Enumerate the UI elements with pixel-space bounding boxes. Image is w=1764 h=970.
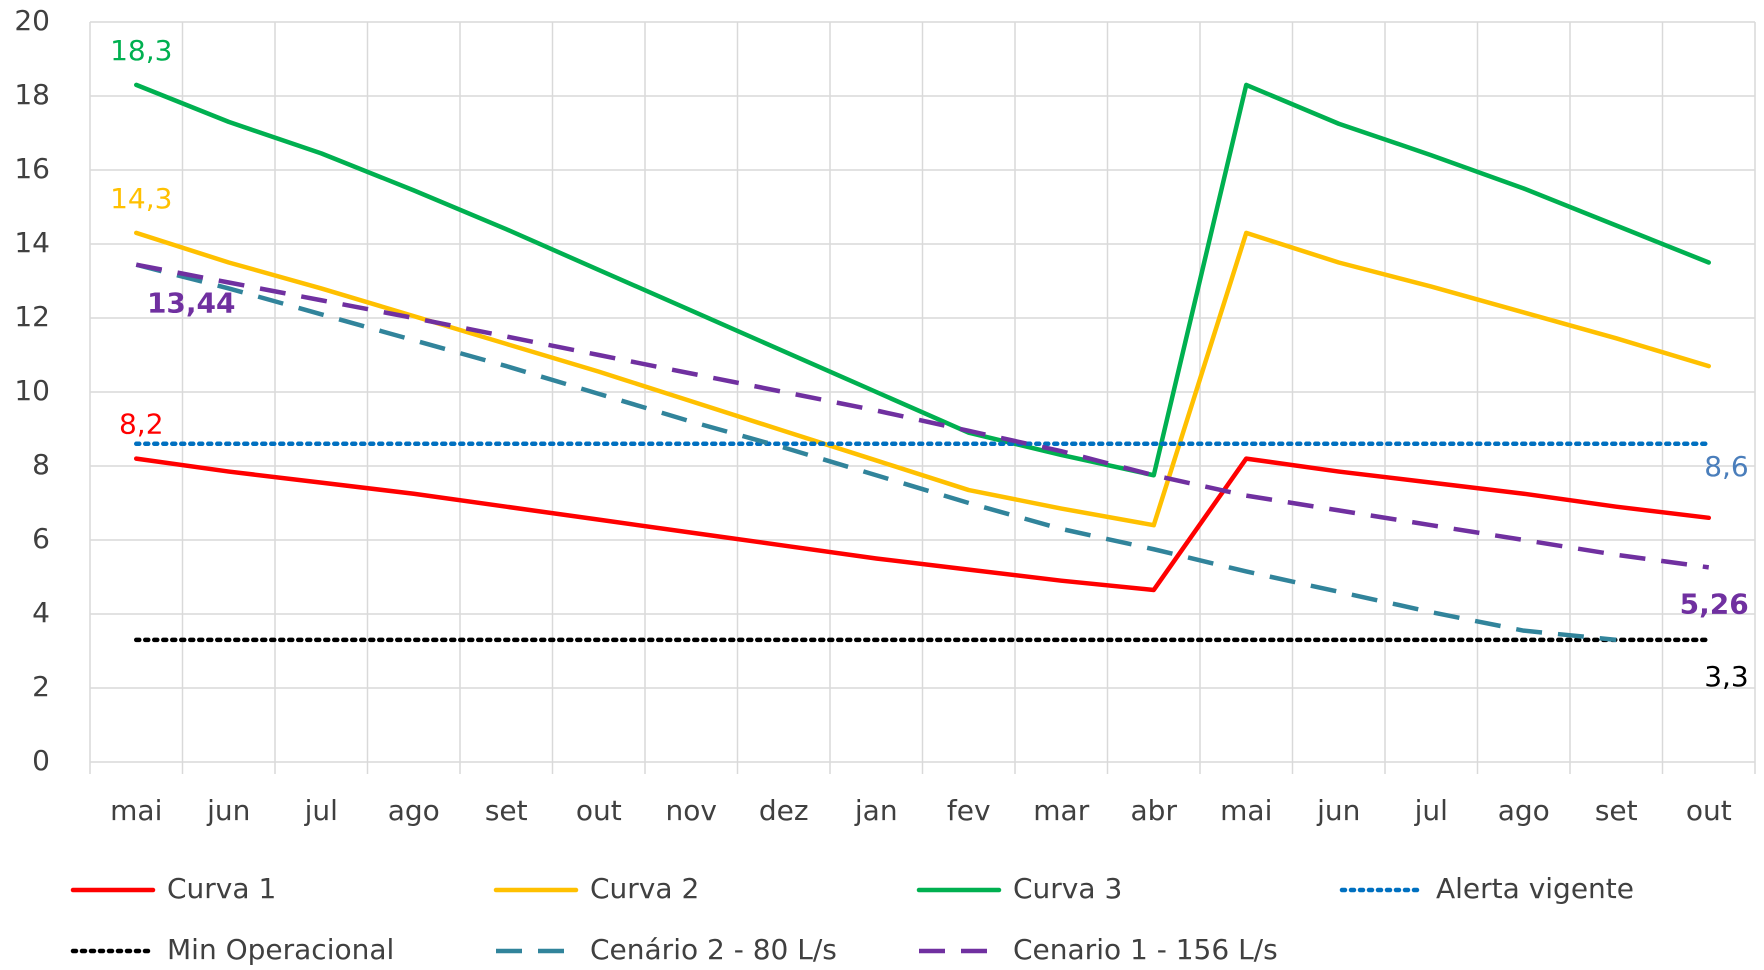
legend-label: Curva 3 (1013, 872, 1122, 905)
x-tick-label: nov (666, 794, 717, 827)
data-label: 3,3 (1704, 660, 1749, 693)
legend-label: Curva 1 (167, 872, 276, 905)
legend-label: Cenario 1 - 156 L/s (1013, 933, 1278, 966)
x-tick-label: out (1686, 794, 1732, 827)
y-tick-label: 20 (14, 4, 50, 37)
data-label: 8,6 (1704, 450, 1749, 483)
data-label: 13,44 (147, 287, 236, 320)
series-line (134, 230, 1711, 528)
x-tick-label: ago (1498, 794, 1550, 827)
x-tick-label: abr (1131, 794, 1178, 827)
x-tick-label: jul (1414, 794, 1448, 827)
x-tick-label: set (1595, 794, 1638, 827)
x-tick-label: jan (854, 794, 898, 827)
y-tick-label: 16 (14, 152, 50, 185)
x-tick-label: jul (304, 794, 338, 827)
series-line (134, 456, 1711, 593)
x-tick-label: mai (1220, 794, 1272, 827)
x-tick-label: dez (759, 794, 809, 827)
legend-label: Min Operacional (167, 933, 394, 966)
data-label: 18,3 (110, 34, 172, 67)
x-tick-label: jun (206, 794, 250, 827)
x-tick-label: set (485, 794, 528, 827)
legend-label: Curva 2 (590, 872, 699, 905)
series-line (134, 82, 1711, 478)
data-label: 8,2 (119, 408, 164, 441)
legend-label: Alerta vigente (1436, 872, 1634, 905)
y-tick-label: 6 (32, 522, 50, 555)
x-tick-label: mar (1033, 794, 1089, 827)
x-tick-label: out (576, 794, 622, 827)
x-tick-label: fev (947, 794, 991, 827)
series-line (135, 262, 1710, 570)
y-tick-label: 14 (14, 226, 50, 259)
y-tick-label: 4 (32, 596, 50, 629)
data-label: 14,3 (110, 182, 172, 215)
x-tick-label: jun (1316, 794, 1360, 827)
data-label: 5,26 (1680, 587, 1749, 620)
y-tick-label: 0 (32, 744, 50, 777)
y-tick-label: 12 (14, 300, 50, 333)
legend-label: Cenário 2 - 80 L/s (590, 933, 837, 966)
series-line (135, 262, 1617, 643)
y-tick-label: 2 (32, 670, 50, 703)
x-tick-label: ago (388, 794, 440, 827)
y-tick-label: 8 (32, 448, 50, 481)
y-tick-label: 18 (14, 78, 50, 111)
x-tick-label: mai (110, 794, 162, 827)
y-tick-label: 10 (14, 374, 50, 407)
